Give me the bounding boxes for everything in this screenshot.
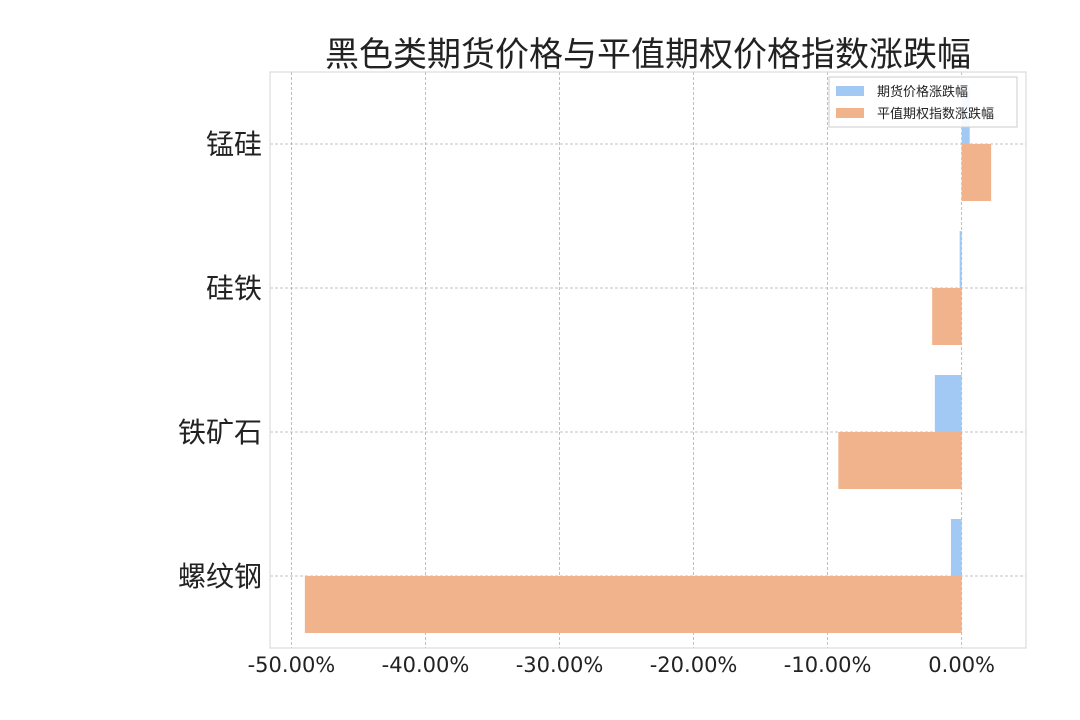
y-tick-label: 硅铁 (206, 272, 262, 305)
plot-frame (269, 71, 1027, 649)
gridlines (270, 72, 1026, 648)
legend: 期货价格涨跌幅 平值期权指数涨跌幅 (828, 76, 1018, 128)
x-tick-label: -20.00% (650, 653, 738, 677)
y-tick-label: 螺纹钢 (178, 560, 262, 593)
bars (304, 87, 992, 633)
x-axis-labels: -50.00% -40.00% -30.00% -20.00% -10.00% 0.00% (248, 653, 995, 677)
x-tick-label: -30.00% (516, 653, 604, 677)
legend-label-futures: 期货价格涨跌幅 (877, 84, 968, 100)
y-tick-label: 铁矿石 (178, 416, 262, 449)
bar-futures (950, 519, 962, 576)
chart-title: 黑色类期货价格与平值期权价格指数涨跌幅 (325, 35, 971, 75)
bar-options (961, 144, 992, 201)
x-tick-label: 0.00% (928, 653, 995, 677)
bar-options (304, 576, 962, 633)
legend-box (828, 76, 1018, 128)
x-tick-label: -10.00% (784, 653, 872, 677)
legend-swatch-futures (836, 86, 864, 96)
legend-label-options: 平值期权指数涨跌幅 (877, 106, 994, 122)
y-tick-label: 锰硅 (206, 128, 262, 161)
x-tick-label: -40.00% (382, 653, 470, 677)
bar-futures (934, 375, 962, 432)
x-tick-label: -50.00% (248, 653, 336, 677)
bar-futures (959, 231, 962, 288)
legend-swatch-options (836, 108, 864, 118)
y-axis-labels: 螺纹钢 铁矿石 硅铁 锰硅 (178, 128, 262, 593)
bar-options (838, 432, 962, 489)
bar-options (932, 288, 962, 345)
